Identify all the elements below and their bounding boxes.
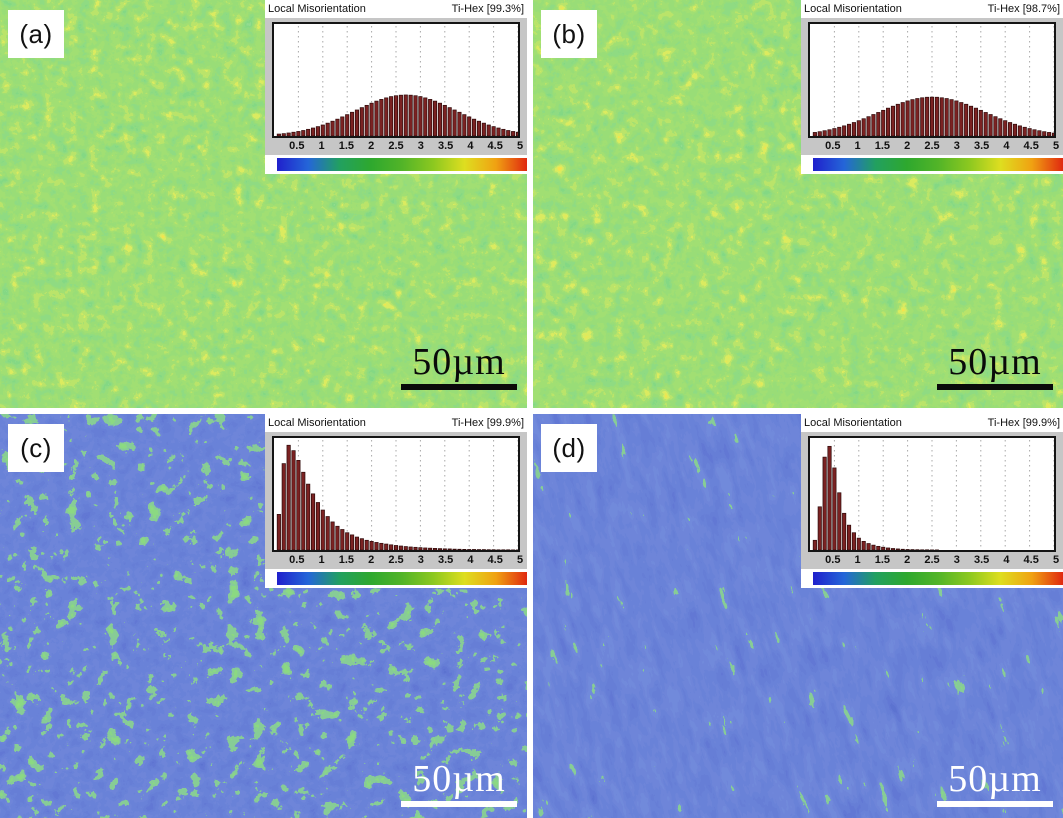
colorbar-row: [801, 155, 1063, 174]
phase-fraction-label: Ti-Hex [99.9%]: [451, 417, 524, 429]
misorientation-colorbar: [277, 158, 527, 171]
scale-bar: 50µm: [937, 343, 1053, 390]
histogram-x-axis: 0.5 1 1.5 2 2.5 3 3.5 4 4.5 5: [289, 554, 524, 566]
misorientation-histogram: [812, 440, 1054, 550]
misorientation-histogram: [276, 440, 518, 550]
histogram-plot-frame: [808, 436, 1056, 552]
histogram-plot-frame: [808, 22, 1056, 138]
histogram-plot-frame: [272, 22, 520, 138]
inset-title: Local Misorientation: [804, 3, 902, 15]
inset-body: 0.5 1 1.5 2 2.5 3 3.5 4 4.5 5: [265, 18, 527, 155]
colorbar-row: [801, 569, 1063, 588]
panel-label: (c): [8, 424, 64, 472]
colorbar-row: [265, 155, 527, 174]
scale-bar-label: 50µm: [948, 341, 1042, 383]
panel-label: (a): [8, 10, 64, 58]
local-misorientation-inset: Local Misorientation Ti-Hex [99.3%] 0.5 1…: [265, 0, 527, 174]
panel-label: (d): [541, 424, 597, 472]
inset-title: Local Misorientation: [804, 417, 902, 429]
misorientation-histogram: [276, 26, 518, 136]
inset-header: Local Misorientation Ti-Hex [99.9%]: [801, 414, 1063, 432]
inset-body: 0.5 1 1.5 2 2.5 3 3.5 4 4.5 5: [801, 18, 1063, 155]
phase-fraction-label: Ti-Hex [98.7%]: [987, 3, 1060, 15]
inset-header: Local Misorientation Ti-Hex [99.3%]: [265, 0, 527, 18]
panel-c: (c) Local Misorientation Ti-Hex [99.9%] …: [0, 414, 527, 818]
misorientation-colorbar: [813, 572, 1063, 585]
histogram-x-axis: 0.5 1 1.5 2 2.5 3 3.5 4 4.5 5: [825, 554, 1060, 566]
histogram-x-axis: 0.5 1 1.5 2 2.5 3 3.5 4 4.5 5: [825, 140, 1060, 152]
scale-bar-line: [937, 801, 1053, 807]
phase-fraction-label: Ti-Hex [99.3%]: [451, 3, 524, 15]
panel-d: (d) Local Misorientation Ti-Hex [99.9%] …: [533, 414, 1063, 818]
inset-body: 0.5 1 1.5 2 2.5 3 3.5 4 4.5 5: [265, 432, 527, 569]
panel-b: (b) Local Misorientation Ti-Hex [98.7%] …: [533, 0, 1063, 408]
inset-body: 0.5 1 1.5 2 2.5 3 3.5 4 4.5 5: [801, 432, 1063, 569]
misorientation-colorbar: [277, 572, 527, 585]
local-misorientation-inset: Local Misorientation Ti-Hex [99.9%] 0.5 1…: [801, 414, 1063, 588]
scale-bar-line: [401, 801, 517, 807]
misorientation-colorbar: [813, 158, 1063, 171]
scale-bar-label: 50µm: [412, 341, 506, 383]
local-misorientation-inset: Local Misorientation Ti-Hex [98.7%] 0.5 1…: [801, 0, 1063, 174]
scale-bar: 50µm: [401, 760, 517, 807]
scale-bar-label: 50µm: [948, 758, 1042, 800]
inset-header: Local Misorientation Ti-Hex [99.9%]: [265, 414, 527, 432]
histogram-plot-frame: [272, 436, 520, 552]
scale-bar-line: [937, 384, 1053, 390]
scale-bar: 50µm: [401, 343, 517, 390]
colorbar-row: [265, 569, 527, 588]
scale-bar-label: 50µm: [412, 758, 506, 800]
histogram-x-axis: 0.5 1 1.5 2 2.5 3 3.5 4 4.5 5: [289, 140, 524, 152]
phase-fraction-label: Ti-Hex [99.9%]: [987, 417, 1060, 429]
scale-bar: 50µm: [937, 760, 1053, 807]
panel-label: (b): [541, 10, 597, 58]
scale-bar-line: [401, 384, 517, 390]
inset-title: Local Misorientation: [268, 417, 366, 429]
panel-a: (a) Local Misorientation Ti-Hex [99.3%] …: [0, 0, 527, 408]
inset-title: Local Misorientation: [268, 3, 366, 15]
misorientation-histogram: [812, 26, 1054, 136]
inset-header: Local Misorientation Ti-Hex [98.7%]: [801, 0, 1063, 18]
local-misorientation-inset: Local Misorientation Ti-Hex [99.9%] 0.5 1…: [265, 414, 527, 588]
